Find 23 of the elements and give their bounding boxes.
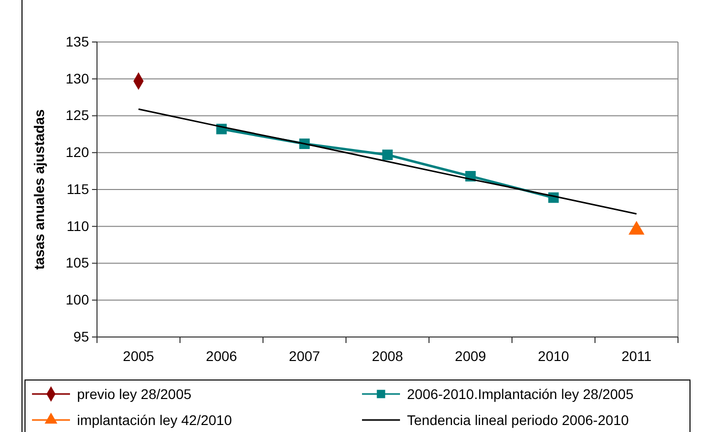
y-tick-label: 95 (73, 328, 90, 344)
y-tick-label: 115 (66, 180, 90, 197)
y-tick-label: 120 (66, 144, 90, 160)
x-tick-label: 2011 (621, 348, 652, 364)
legend-label: previo ley 28/2005 (77, 386, 192, 402)
y-tick-label: 130 (66, 70, 90, 86)
point (382, 150, 393, 160)
y-tick-label: 110 (66, 218, 90, 234)
x-tick-label: 2008 (372, 348, 404, 364)
y-tick-label: 105 (66, 254, 90, 271)
y-tick-label: 135 (66, 33, 90, 50)
x-tick-label: 2010 (538, 348, 570, 364)
line-series (138, 108, 638, 215)
y-tick-label: 100 (66, 292, 90, 308)
legend-label: 2006-2010.Implantación ley 28/2005 (407, 386, 634, 402)
x-tick-label: 2005 (122, 348, 154, 364)
x-tick-label: 2009 (454, 348, 486, 364)
x-tick-label: 2006 (206, 348, 238, 364)
legend-label: Tendencia lineal periodo 2006-2010 (407, 412, 630, 428)
y-axis-title: tasas anuales ajustadas (31, 109, 47, 270)
y-tick-label: 125 (66, 107, 90, 124)
legend-label: implantación ley 42/2010 (77, 412, 232, 428)
x-tick-label: 2007 (288, 348, 320, 364)
